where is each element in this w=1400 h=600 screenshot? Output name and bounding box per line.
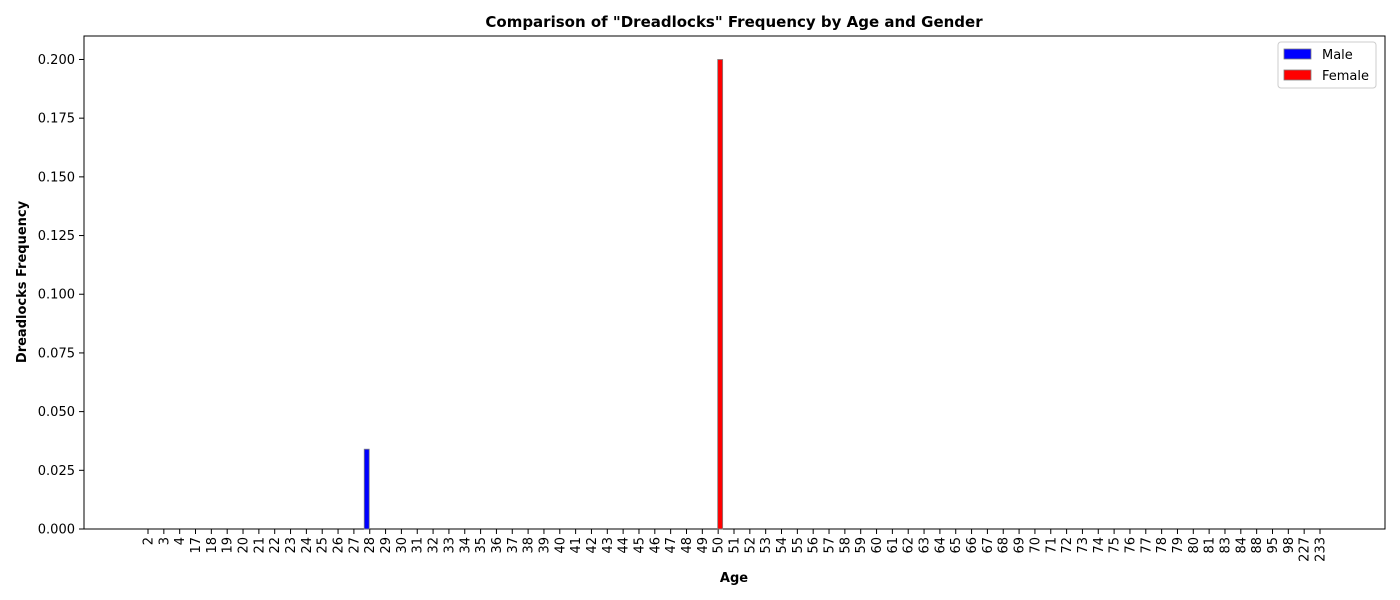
x-tick-label: 25	[316, 537, 331, 554]
x-axis: 2 3 4 17 18 19 20 21 22 23 24 25 26 27 28 29 30 31 32 33 34 3…	[142, 529, 1329, 562]
x-tick-label: 59	[854, 537, 869, 554]
bar-male-28	[363, 448, 370, 530]
x-tick-label: 80	[1187, 537, 1202, 554]
x-tick-label: 88	[1250, 537, 1265, 554]
x-tick-label: 34	[458, 537, 473, 554]
x-tick-label: 41	[569, 537, 584, 554]
x-tick-label: 95	[1266, 537, 1281, 554]
x-tick-label: 18	[205, 537, 220, 554]
y-tick-label: 0.075	[38, 346, 75, 361]
x-tick-label: 49	[696, 537, 711, 554]
x-tick-label: 47	[664, 537, 679, 554]
x-tick-label: 28	[363, 537, 378, 554]
y-axis: 0.000 0.025 0.050 0.075 0.100 0.125 0.150 0.175…	[38, 53, 84, 538]
x-tick-label: 76	[1123, 537, 1138, 554]
x-tick-label: 48	[680, 537, 695, 554]
x-tick-label: 68	[997, 537, 1012, 554]
x-tick-label: 60	[870, 537, 885, 554]
x-tick-label: 98	[1282, 537, 1297, 554]
x-tick-label: 27	[347, 537, 362, 554]
x-tick-label: 4	[173, 537, 188, 545]
y-tick-label: 0.175	[38, 112, 75, 127]
x-tick-label: 77	[1139, 537, 1154, 554]
x-tick-label: 31	[411, 537, 426, 554]
bar-female-50	[717, 59, 724, 530]
x-tick-label: 67	[981, 537, 996, 554]
x-tick-label: 19	[221, 537, 236, 554]
y-tick-label: 0.150	[38, 170, 75, 185]
x-tick-label: 23	[284, 537, 299, 554]
x-tick-label: 66	[965, 537, 980, 554]
x-tick-label: 56	[807, 537, 822, 554]
y-tick-label: 0.025	[38, 464, 75, 479]
bars	[363, 59, 724, 530]
legend[interactable]: Male Female	[1277, 41, 1377, 89]
x-tick-label: 79	[1171, 537, 1186, 554]
x-tick-label: 36	[490, 537, 505, 554]
x-tick-label: 74	[1092, 537, 1107, 554]
y-tick-label: 0.125	[38, 229, 75, 244]
x-tick-label: 17	[189, 537, 204, 554]
x-tick-label: 227	[1298, 537, 1313, 562]
x-tick-label: 73	[1076, 537, 1091, 554]
x-tick-label: 58	[838, 537, 853, 554]
x-tick-label: 24	[300, 537, 315, 554]
x-tick-label: 35	[474, 537, 489, 554]
x-tick-label: 26	[332, 537, 347, 554]
x-tick-label: 52	[743, 537, 758, 554]
x-tick-label: 69	[1013, 537, 1028, 554]
x-tick-label: 22	[268, 537, 283, 554]
x-tick-label: 57	[823, 537, 838, 554]
x-tick-label: 75	[1108, 537, 1123, 554]
x-tick-label: 37	[506, 537, 521, 554]
x-tick-label: 45	[632, 537, 647, 554]
x-tick-label: 50	[712, 537, 727, 554]
x-tick-label: 44	[617, 537, 632, 554]
x-tick-label: 2	[142, 537, 157, 545]
x-tick-label: 51	[728, 537, 743, 554]
legend-label-female: Female	[1322, 69, 1369, 84]
legend-label-male: Male	[1322, 48, 1353, 63]
x-tick-label: 84	[1234, 537, 1249, 554]
y-tick-label: 0.000	[38, 523, 75, 538]
x-tick-label: 42	[585, 537, 600, 554]
y-tick-label: 0.100	[38, 288, 75, 303]
legend-swatch-female	[1283, 69, 1312, 81]
chart-title: Comparison of "Dreadlocks" Frequency by …	[485, 13, 983, 31]
x-tick-label: 61	[886, 537, 901, 554]
x-tick-label: 72	[1060, 537, 1075, 554]
x-tick-label: 33	[442, 537, 457, 554]
x-tick-label: 64	[933, 537, 948, 554]
x-tick-label: 30	[395, 537, 410, 554]
x-tick-label: 46	[648, 537, 663, 554]
x-tick-label: 55	[791, 537, 806, 554]
x-tick-label: 78	[1155, 537, 1170, 554]
x-tick-label: 233	[1314, 537, 1329, 562]
x-tick-label: 71	[1044, 537, 1059, 554]
x-tick-label: 40	[553, 537, 568, 554]
y-axis-label: Dreadlocks Frequency	[15, 200, 30, 363]
x-tick-label: 62	[902, 537, 917, 554]
legend-swatch-male	[1283, 48, 1312, 60]
x-tick-label: 38	[522, 537, 537, 554]
x-tick-label: 81	[1203, 537, 1218, 554]
x-axis-label: Age	[720, 571, 748, 586]
x-tick-label: 32	[427, 537, 442, 554]
x-tick-label: 70	[1028, 537, 1043, 554]
x-tick-label: 43	[601, 537, 616, 554]
y-tick-label: 0.050	[38, 405, 75, 420]
x-tick-label: 29	[379, 537, 394, 554]
y-tick-label: 0.200	[38, 53, 75, 68]
x-tick-label: 20	[237, 537, 252, 554]
x-tick-label: 39	[537, 537, 552, 554]
x-tick-label: 3	[157, 537, 172, 545]
x-tick-label: 63	[918, 537, 933, 554]
x-tick-label: 53	[759, 537, 774, 554]
x-tick-label: 83	[1218, 537, 1233, 554]
x-tick-label: 54	[775, 537, 790, 554]
x-tick-label: 21	[252, 537, 267, 554]
x-tick-label: 65	[949, 537, 964, 554]
